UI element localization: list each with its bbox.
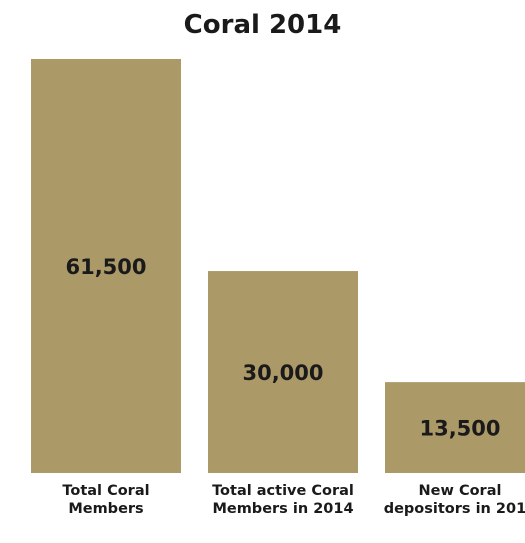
chart-title: Coral 2014 <box>183 10 342 40</box>
category-label-2: New Coral depositors in 2014 <box>383 483 525 517</box>
bar-1 <box>208 271 358 473</box>
bar-value-label-1: 30,000 <box>242 361 323 385</box>
category-label-1: Total active Coral Members in 2014 <box>212 483 354 517</box>
bar-value-label-2: 13,500 <box>419 417 500 441</box>
bar-value-label-0: 61,500 <box>65 255 146 279</box>
category-label-0: Total Coral Members <box>62 483 150 517</box>
bar-2 <box>385 382 525 473</box>
bar-0 <box>31 59 181 473</box>
